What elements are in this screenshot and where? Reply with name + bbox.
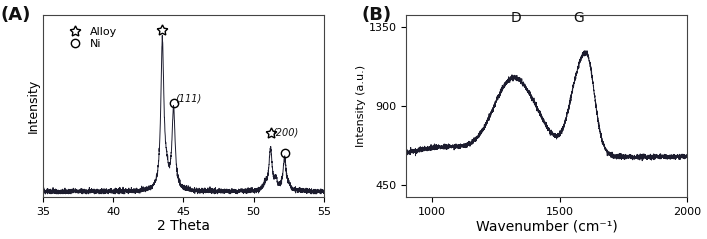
Y-axis label: Intensity: Intensity: [27, 79, 40, 133]
X-axis label: Wavenumber (cm⁻¹): Wavenumber (cm⁻¹): [476, 219, 618, 234]
Text: (B): (B): [361, 6, 392, 24]
X-axis label: 2 Theta: 2 Theta: [157, 219, 210, 234]
Legend: Alloy, Ni: Alloy, Ni: [59, 22, 122, 53]
Text: D: D: [511, 11, 522, 25]
Text: (200): (200): [272, 127, 298, 137]
Text: (111): (111): [175, 94, 202, 104]
Text: G: G: [573, 11, 584, 25]
Y-axis label: Intensity (a.u.): Intensity (a.u.): [356, 65, 366, 147]
Text: (A): (A): [1, 6, 31, 24]
